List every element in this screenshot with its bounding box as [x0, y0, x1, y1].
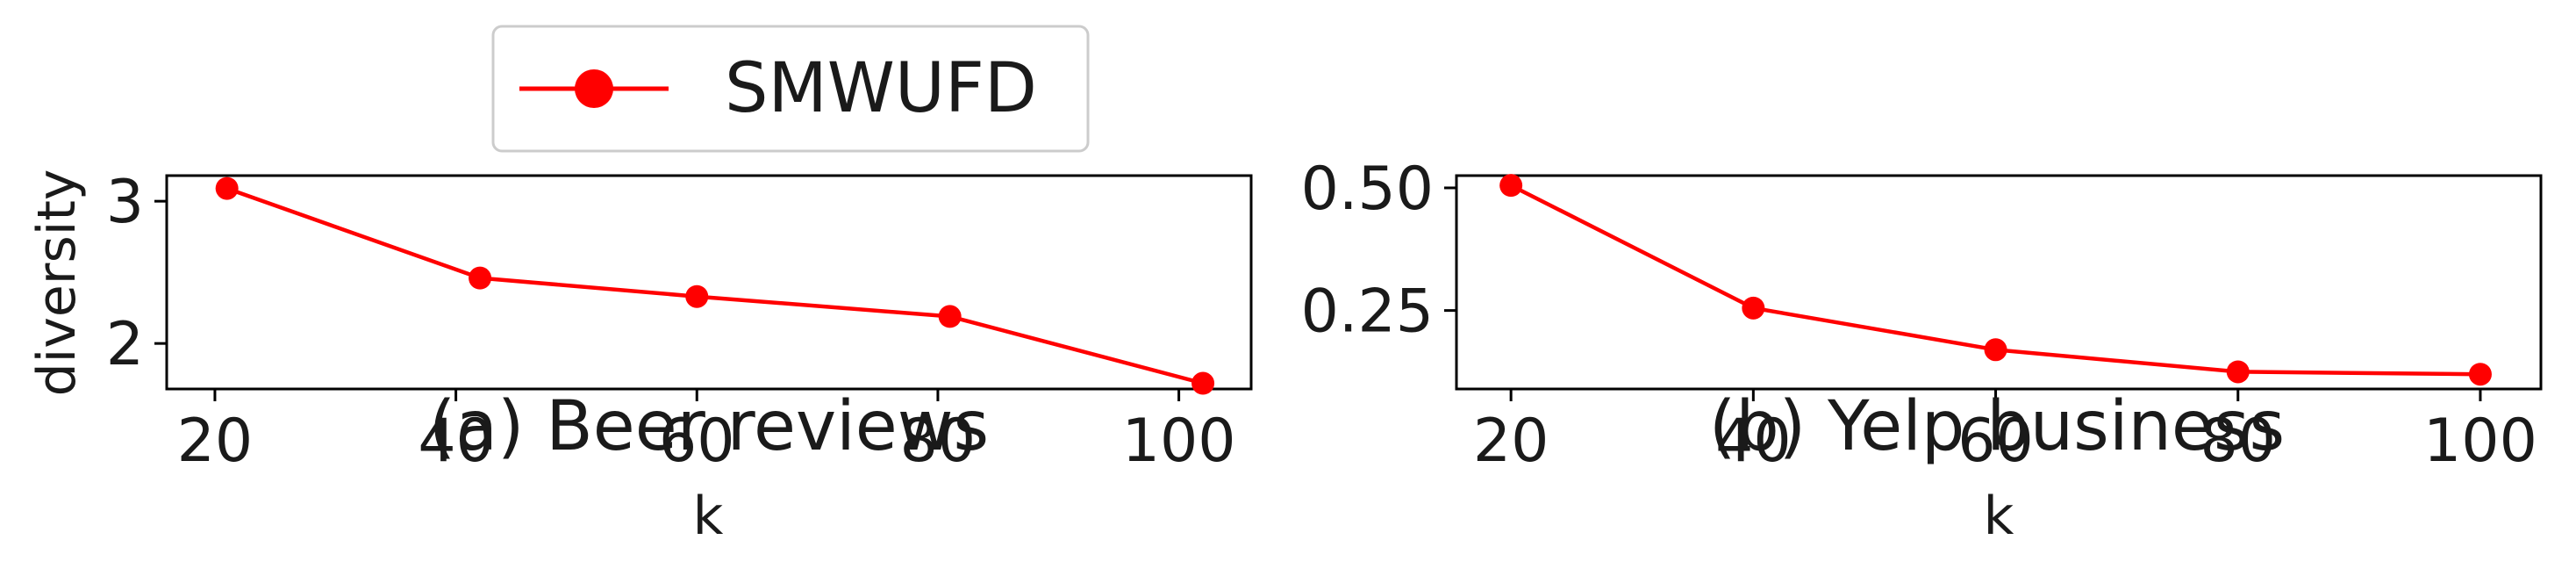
x-tick-label: 80 [900, 407, 977, 476]
legend-label: SMWUFD [725, 49, 1037, 128]
x-tick-label: 80 [2200, 407, 2276, 476]
data-point [938, 305, 962, 328]
x-axis-ticks: 20 40 60 80 100 [177, 389, 1236, 476]
x-tick-label: 60 [659, 407, 735, 476]
x-tick-label: 100 [1122, 407, 1236, 476]
y-axis-ticks: 0.25 0.50 [1301, 155, 1456, 347]
x-tick-label: 60 [1957, 407, 2034, 476]
panel-caption: (b) Yelp business [1709, 387, 2285, 466]
x-axis-ticks: 20 40 60 80 100 [1473, 389, 2537, 476]
data-point [469, 266, 492, 290]
data-point [215, 176, 239, 200]
legend-marker-swatch [575, 69, 613, 108]
x-tick-label: 100 [2423, 407, 2537, 476]
panel-caption: (a) Beer reviews [429, 387, 989, 466]
data-point [1984, 338, 2007, 362]
x-tick-label: 20 [177, 407, 254, 476]
data-point [1191, 371, 1215, 395]
series-line [225, 186, 1204, 385]
data-point [1499, 174, 1523, 198]
series-smwufd [1499, 174, 2492, 386]
legend-frame [491, 25, 1090, 153]
data-point [2468, 363, 2492, 386]
y-tick-label: 0.25 [1301, 277, 1434, 347]
y-tick-label: 3 [106, 168, 144, 237]
panel-beer-reviews: 20 40 60 80 100 23 diversity k (a) Beer revi… [26, 168, 1253, 547]
series-smwufd [215, 176, 1215, 395]
data-point [2226, 360, 2250, 384]
x-axis-label: k [1984, 486, 2014, 547]
x-axis-label: k [693, 486, 724, 547]
x-tick-label: 40 [1715, 407, 1792, 476]
plot-frame [165, 174, 1253, 391]
data-point [685, 284, 709, 308]
legend: SMWUFD [491, 25, 1090, 153]
data-point [1742, 296, 1765, 320]
y-axis-label: diversity [26, 169, 88, 397]
x-tick-label: 20 [1473, 407, 1549, 476]
panel-yelp-business: 20 40 60 80 100 0.25 0.50 k (b) Yelp business [1301, 155, 2543, 547]
plot-frame [1455, 174, 2543, 391]
y-tick-label: 0.50 [1301, 155, 1434, 224]
y-axis-ticks: 23 [106, 168, 167, 379]
y-tick-label: 2 [106, 310, 144, 379]
x-tick-label: 40 [418, 407, 494, 476]
